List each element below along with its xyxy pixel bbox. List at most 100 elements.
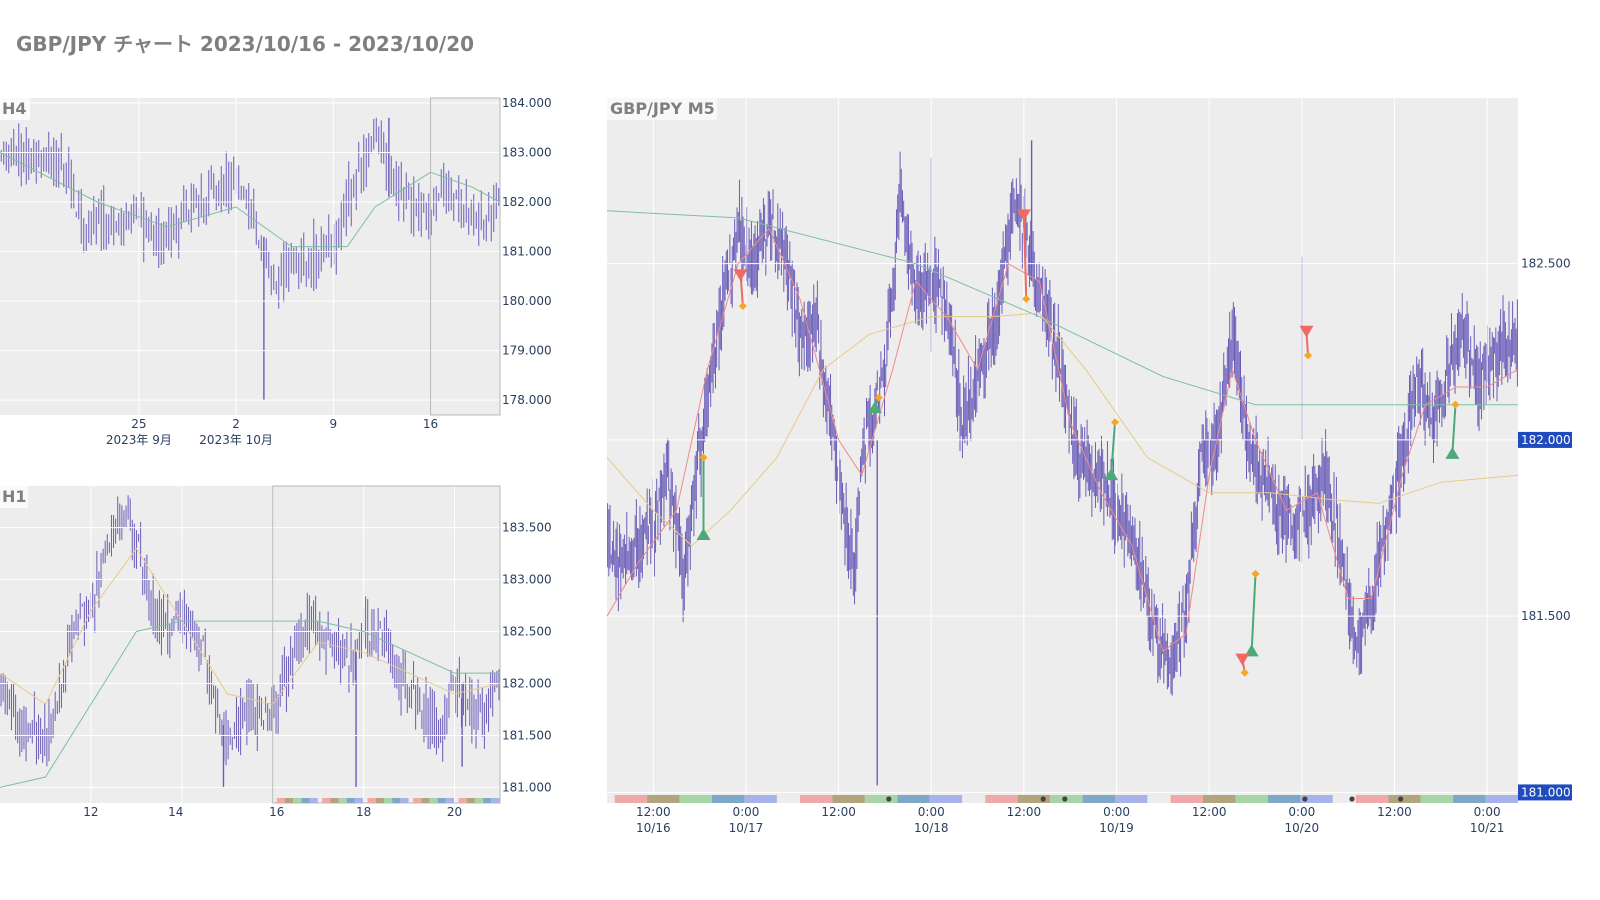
m5-session-segment: [1300, 795, 1333, 803]
h1-session-segment: [445, 798, 454, 803]
h1-ma-mid-line: [0, 547, 501, 706]
h4-y-tick: 182.000: [502, 195, 552, 209]
m5-session-segment: [1170, 795, 1204, 803]
h1-session-segment: [301, 798, 310, 803]
m5-session-segment: [897, 795, 930, 803]
h4-x-tick: 2: [232, 417, 240, 431]
m5-buy-trade-line: [1451, 404, 1457, 455]
m5-buy-exit-marker: [874, 393, 883, 402]
m5-buy-trade-line: [1110, 422, 1116, 476]
h1-x-tick: 14: [168, 805, 183, 819]
m5-x-tick: 0:00: [918, 805, 945, 819]
m5-sell-marker: [1235, 653, 1250, 666]
h4-y-tick: 178.000: [502, 393, 552, 407]
h4-series: [0, 117, 500, 401]
m5-sell-trade-line: [1022, 214, 1028, 299]
h1-x-tick: 16: [269, 805, 284, 819]
m5-x-tick: 12:00: [821, 805, 856, 819]
h4-plot-area: [0, 98, 500, 415]
m5-plot-area: [607, 98, 1518, 803]
h1-session-segment: [367, 798, 376, 803]
m5-x-tick-date: 10/18: [914, 821, 949, 835]
m5-session-segment: [1453, 795, 1486, 803]
h1-y-tick: 183.000: [502, 573, 552, 587]
m5-session-segment: [832, 795, 865, 803]
m5-y-tick: 181.500: [1521, 609, 1571, 623]
m5-session-segment: [647, 795, 680, 803]
m5-session-segment: [1388, 795, 1421, 803]
m5-session-segment: [985, 795, 1018, 803]
m5-session-segment: [744, 795, 777, 803]
h1-ma-long-line: [0, 620, 500, 788]
m5-sell-marker: [1016, 209, 1031, 222]
m5-panel-label: GBP/JPY M5: [610, 99, 715, 118]
h1-y-tick: 181.500: [502, 728, 552, 742]
h4-x-tick: 9: [330, 417, 338, 431]
h4-y-tick: 179.000: [502, 344, 552, 358]
m5-buy-marker: [1104, 468, 1119, 481]
h1-session-segment: [392, 798, 401, 803]
m5-ma-mid-line: [606, 312, 1519, 547]
h4-x-month-label: 2023年 9月: [106, 433, 172, 447]
h1-session-segment: [466, 798, 475, 803]
m5-buy-exit-marker: [1110, 418, 1119, 427]
h1-y-tick: 182.500: [502, 625, 552, 639]
m5-x-tick: 0:00: [1103, 805, 1130, 819]
h1-session-segment: [338, 798, 347, 803]
h1-session-segment: [330, 798, 339, 803]
m5-buy-marker: [867, 401, 882, 414]
h1-label-bg: [0, 486, 28, 508]
m5-y-tick: 182.500: [1521, 257, 1571, 271]
m5-session-dot: [1398, 796, 1404, 802]
h4-y-tick: 183.000: [502, 145, 552, 159]
h4-label-bg: [0, 98, 30, 120]
m5-price-label-bg: [1518, 431, 1572, 448]
m5-x-tick: 0:00: [1288, 805, 1315, 819]
m5-chart: 181.000 181.500 182.000 182.500 12:00 10/16 0:…: [606, 98, 1572, 835]
h1-plot-area: [0, 486, 500, 803]
m5-session-dot: [886, 796, 892, 802]
m5-session-segment: [711, 795, 745, 803]
m5-session-segment: [614, 795, 648, 803]
m5-session-segment: [1203, 795, 1236, 803]
m5-session-segment: [1235, 795, 1268, 803]
m5-session-dot: [1040, 796, 1046, 802]
m5-y-tick: 182.000: [1521, 433, 1571, 447]
h1-session-segment: [384, 798, 393, 803]
h1-session-segment: [483, 798, 492, 803]
m5-buy-exit-marker: [1451, 400, 1460, 409]
h1-session-segment: [474, 798, 484, 803]
h1-session-segment: [322, 798, 331, 803]
page-title: GBP/JPY チャート 2023/10/16 - 2023/10/20: [16, 32, 475, 56]
m5-session-segment: [1485, 795, 1518, 803]
m5-session-dot: [1349, 796, 1355, 802]
m5-session-segment: [1082, 795, 1115, 803]
m5-buy-exit-marker: [699, 453, 708, 462]
h1-session-segment: [309, 798, 318, 803]
h1-series: [0, 495, 500, 788]
m5-session-dot: [1062, 796, 1068, 802]
m5-session-segment: [1267, 795, 1301, 803]
m5-session-segment: [1355, 795, 1389, 803]
m5-buy-marker: [1445, 447, 1460, 459]
m5-sell-exit-marker: [1304, 351, 1313, 360]
h1-x-tick: 20: [447, 805, 462, 819]
h1-y-tick: 183.500: [502, 521, 552, 535]
m5-session-segment: [864, 795, 898, 803]
h1-session-segment: [491, 798, 500, 803]
h4-panel-label: H4: [2, 99, 27, 118]
h4-x-month-label: 2023年 10月: [199, 433, 273, 447]
m5-x-tick-date: 10/19: [1099, 821, 1134, 835]
h1-session-segment: [421, 798, 430, 803]
h1-session-segment: [284, 798, 294, 803]
h4-highlight-range: [430, 97, 501, 416]
m5-x-tick-date: 10/21: [1470, 821, 1505, 835]
m5-buy-marker: [696, 528, 711, 540]
m5-sell-exit-marker: [1240, 668, 1249, 677]
h1-session-segment: [413, 798, 422, 803]
m5-x-tick-date: 10/16: [636, 821, 671, 835]
m5-buy-exit-marker: [1251, 569, 1260, 578]
m5-session-segment: [800, 795, 833, 803]
h1-y-tick: 181.000: [502, 780, 552, 794]
h1-chart: 181.000 181.500 182.000 182.500 183.000 183.5…: [0, 485, 552, 819]
